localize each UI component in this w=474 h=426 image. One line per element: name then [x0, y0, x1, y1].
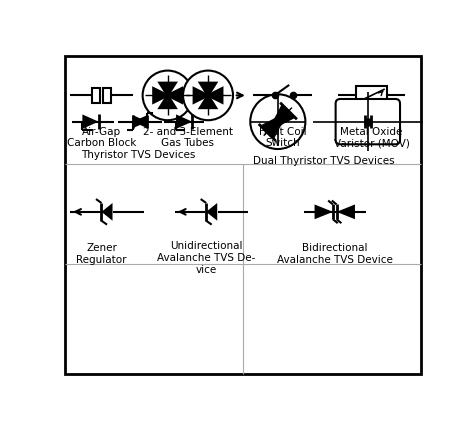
Polygon shape: [176, 115, 192, 129]
Polygon shape: [133, 115, 147, 128]
Text: 2- and 3-Element
Gas Tubes: 2- and 3-Element Gas Tubes: [143, 127, 233, 148]
Polygon shape: [205, 86, 223, 105]
Text: Dual Thyristor TVS Devices: Dual Thyristor TVS Devices: [253, 156, 394, 166]
Ellipse shape: [183, 71, 233, 120]
Polygon shape: [267, 104, 295, 132]
Polygon shape: [337, 204, 355, 219]
Polygon shape: [371, 115, 387, 128]
Polygon shape: [82, 115, 99, 129]
Polygon shape: [198, 82, 219, 98]
Polygon shape: [157, 82, 178, 98]
Text: Bidirectional
Avalanche TVS Device: Bidirectional Avalanche TVS Device: [277, 243, 392, 265]
Text: Unidirectional
Avalanche TVS De-
vice: Unidirectional Avalanche TVS De- vice: [157, 242, 255, 275]
Polygon shape: [198, 93, 219, 109]
Polygon shape: [349, 115, 365, 128]
Polygon shape: [260, 111, 289, 139]
Polygon shape: [152, 86, 171, 105]
Polygon shape: [192, 86, 211, 105]
Polygon shape: [133, 115, 147, 128]
Polygon shape: [157, 93, 178, 109]
Polygon shape: [101, 203, 112, 221]
Polygon shape: [164, 86, 183, 105]
Text: Zener
Regulator: Zener Regulator: [76, 243, 127, 265]
Text: Air-Gap
Carbon Block: Air-Gap Carbon Block: [67, 127, 136, 148]
Text: Heat Coil
Switch: Heat Coil Switch: [259, 127, 306, 148]
Bar: [356, 86, 387, 104]
FancyBboxPatch shape: [336, 99, 400, 144]
Text: Thyristor TVS Devices: Thyristor TVS Devices: [81, 150, 195, 159]
Text: Metal Oxide
Varistor (MOV): Metal Oxide Varistor (MOV): [334, 127, 410, 148]
Polygon shape: [206, 203, 217, 221]
Bar: [103, 88, 111, 103]
Ellipse shape: [143, 71, 192, 120]
Circle shape: [250, 94, 305, 149]
Polygon shape: [315, 204, 333, 219]
Bar: [92, 88, 100, 103]
